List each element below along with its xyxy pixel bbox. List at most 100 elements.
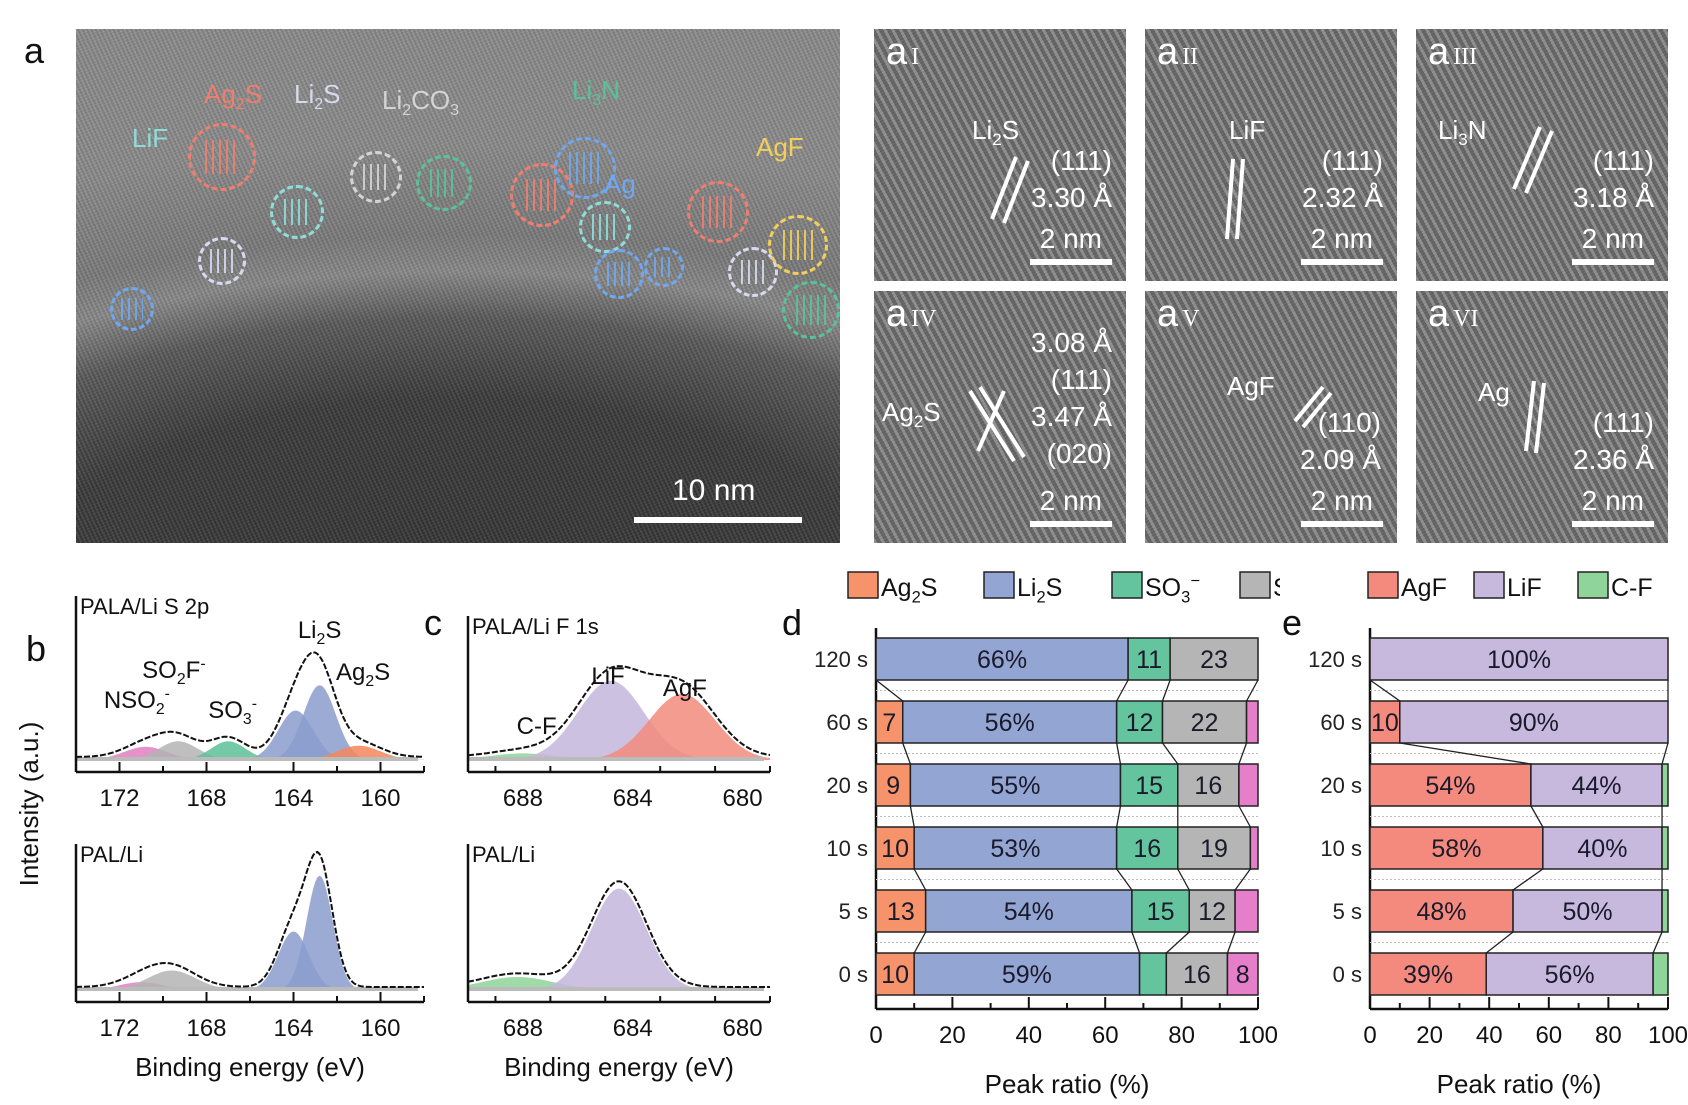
bar-segment-li2s [875, 637, 1129, 681]
panel-letter-a: a [24, 30, 45, 71]
panel-letter-c: c [424, 602, 442, 643]
x-axis-label: Peak ratio (%) [1437, 1069, 1602, 1099]
legend-swatch [1111, 571, 1143, 599]
x-tick-label: 160 [360, 785, 400, 812]
inset-scale-bar [1301, 521, 1383, 527]
connector-line [1512, 868, 1544, 891]
lattice-fringe-marker [416, 155, 472, 211]
bar-segment-c-f [1661, 763, 1669, 807]
lattice-fringe-marker [198, 237, 246, 285]
bar-value-label: 66% [977, 646, 1027, 674]
fringe-lines [1512, 126, 1554, 194]
x-tick-label: 60 [1092, 1022, 1119, 1049]
bar-value-label: 15 [1135, 772, 1163, 800]
component-peak-so2f- [76, 970, 424, 990]
bar-value-label: 55% [990, 772, 1040, 800]
y-axis-label: Intensity (a.u.) [14, 722, 44, 887]
inset-annotation: 3.47 Å [1031, 401, 1112, 432]
legend-label: Ag2S [881, 574, 937, 606]
bar-segment-c-f [1661, 889, 1669, 933]
lattice-fringe-marker [782, 281, 840, 339]
category-label: 20 s [826, 773, 868, 798]
inset-scale-bar [1572, 521, 1654, 527]
legend-swatch [1577, 571, 1609, 599]
connector-line [1161, 679, 1171, 702]
connector-line [902, 742, 911, 765]
bar-value-label: 13 [887, 898, 915, 926]
inset-phase: AgF [1227, 371, 1275, 401]
inset-annotation: (110) [1317, 407, 1381, 438]
category-label: 10 s [826, 836, 868, 861]
x-tick-label: 60 [1535, 1022, 1562, 1049]
fringe-lines [968, 385, 1026, 463]
x-tick-label: 164 [273, 1015, 313, 1042]
category-label: 60 s [1320, 710, 1362, 735]
scale-bar-label: 10 nm [672, 474, 756, 507]
peak-label: NSO2- [104, 685, 170, 718]
x-tick-label: 168 [186, 1015, 226, 1042]
legend-label: SO3− [1145, 572, 1200, 606]
x-tick-label: 40 [1476, 1022, 1503, 1049]
category-label: 0 s [839, 962, 868, 987]
inset-annotation: 2.32 Å [1302, 182, 1383, 213]
inset-annotation: (111) [1592, 145, 1654, 176]
inset-scale-bar [1301, 259, 1383, 265]
bar-value-label: 50% [1563, 898, 1613, 926]
bar-value-label: 23 [1200, 646, 1228, 674]
panel-letter-b: b [26, 628, 47, 669]
bar-value-label: 59% [1002, 961, 1052, 989]
connector-line [1116, 742, 1122, 765]
connector-line [1245, 679, 1259, 702]
bar-value-label: 90% [1509, 709, 1559, 737]
inset-annotation: 3.18 Å [1573, 182, 1654, 213]
bar-value-label: 22 [1191, 709, 1219, 737]
connector-line [913, 931, 927, 954]
lattice-fringe-marker [687, 181, 749, 243]
connector-line [1399, 742, 1532, 765]
lattice-fringe-marker [188, 123, 256, 191]
spectrum-top: 688 684 680 PALA/Li F 1s [466, 614, 771, 812]
inset-phase: Ag [1478, 377, 1510, 407]
spectrum-title-top: PALA/Li F 1s [472, 614, 599, 639]
panel-letter-d: d [782, 602, 803, 643]
connector-line [1177, 868, 1190, 891]
connector-line [1369, 679, 1401, 702]
tem-inset-3: a III Li3N (111) 3.18 Å 2 nm [1416, 29, 1668, 281]
x-axis-label: Binding energy (eV) [135, 1052, 365, 1082]
legend-swatch [983, 571, 1015, 599]
x-tick-label: 680 [723, 1015, 763, 1042]
category-label: 5 s [1333, 899, 1362, 924]
connector-line [1226, 931, 1236, 954]
spectrum-bottom: 688 684 680 PAL/Li [466, 842, 771, 1042]
bar-value-label: 19 [1200, 835, 1228, 863]
bar-segment-li2s [909, 763, 1122, 807]
bar-segment-li2s [913, 826, 1118, 870]
lattice-fringe-marker [110, 287, 154, 331]
peak-label: C-F [517, 713, 557, 740]
peak-ratio-s-chart: Ag2S Li2S SO3− SO2F− 0 20 40 60 80 100 Peak ratio … [814, 571, 1280, 1099]
bar-segment-so2f- [1165, 952, 1229, 996]
fit-envelope [467, 665, 771, 757]
bar-segment-nso2- [1245, 700, 1259, 744]
component-peak-ag2s [76, 745, 424, 760]
phase-label-0: Ag2S [204, 79, 263, 114]
category-label: 120 s [1308, 647, 1362, 672]
connector-line [1238, 742, 1248, 765]
panel-letter-e: e [1282, 602, 1303, 643]
inset-scale-label: 2 nm [1039, 485, 1102, 516]
inset-scale-label: 2 nm [1581, 223, 1644, 254]
component-peak-agf [468, 694, 770, 760]
bar-segment-lif [1485, 952, 1654, 996]
background-line [76, 987, 418, 991]
inset-annotation: (111) [1050, 364, 1112, 395]
background-line [76, 757, 418, 761]
bar-value-label: 16 [1194, 772, 1222, 800]
bar-segment-lif [1399, 700, 1669, 744]
bar-value-label: 39% [1403, 961, 1453, 989]
x-tick-label: 80 [1595, 1022, 1622, 1049]
bar-value-label: 53% [990, 835, 1040, 863]
x-tick-label: 172 [99, 785, 139, 812]
tem-inset-5: a V AgF (110) 2.09 Å 2 nm [1145, 291, 1397, 543]
bar-value-label: 58% [1431, 835, 1481, 863]
inset-annotation: 3.30 Å [1031, 182, 1112, 213]
